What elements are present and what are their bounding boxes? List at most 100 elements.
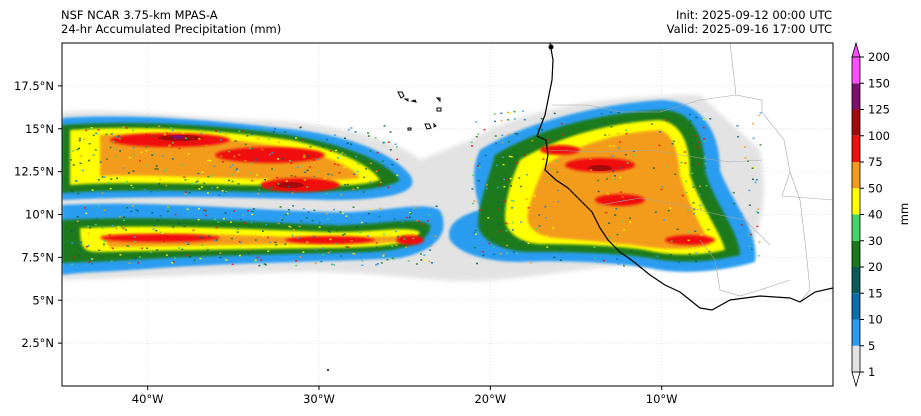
precip-cell (699, 207, 702, 210)
precip-cell (538, 225, 541, 227)
precip-cell (95, 132, 98, 135)
precip-cell (693, 208, 696, 210)
precip-cell (236, 168, 238, 170)
precip-cell (752, 122, 754, 125)
precip-cell (477, 180, 480, 182)
precip-cell (295, 264, 298, 267)
precip-cell (706, 206, 709, 209)
precip-cell (493, 253, 496, 256)
precip-cell (320, 223, 323, 226)
precip-cell (131, 129, 134, 132)
colorbar-segment (852, 135, 860, 162)
precip-cell (360, 221, 363, 224)
precip-cell (205, 144, 208, 147)
precip-cell (494, 135, 497, 137)
precip-cell (674, 173, 677, 176)
precip-cell (302, 251, 305, 253)
precip-cell (353, 253, 356, 255)
precip-cell (309, 146, 312, 148)
precip-cell (110, 246, 113, 249)
precip-cell (138, 160, 141, 162)
precip-cell (267, 138, 270, 140)
precip-cell (119, 150, 122, 152)
precip-cell (678, 261, 681, 264)
precip-cell (118, 215, 121, 218)
precip-cell (423, 259, 426, 261)
colorbar-tick-label: 50 (868, 181, 883, 195)
precip-cell (499, 252, 502, 255)
precip-cell (92, 154, 95, 156)
precip-cell (134, 257, 137, 259)
precip-cell (244, 222, 246, 224)
precip-cell (99, 161, 102, 163)
precip-cell (502, 163, 505, 166)
precip-cell (297, 237, 300, 239)
precip-cell (684, 162, 687, 164)
precip-cell (620, 166, 623, 169)
precip-cell (394, 143, 397, 145)
precip-cell (352, 188, 355, 191)
colorbar-tick-label: 15 (868, 286, 883, 300)
precip-cell (703, 140, 706, 143)
precip-cell (237, 170, 240, 173)
precip-cell (510, 156, 513, 158)
precip-cell (233, 210, 236, 212)
precip-cell (704, 167, 707, 169)
lon-tick-label: 10°W (646, 392, 678, 406)
precip-cell (471, 145, 473, 147)
precip-cell (89, 257, 92, 260)
precip-cell (167, 147, 170, 149)
precip-cell (691, 172, 694, 175)
precip-cell (146, 247, 149, 249)
precip-cell (396, 146, 398, 148)
precip-cell (557, 200, 560, 203)
lon-tick-label: 20°W (474, 392, 506, 406)
precip-cell (312, 176, 315, 178)
precip-cell (602, 259, 605, 262)
precip-cell (612, 170, 615, 172)
precip-cell (492, 246, 495, 248)
precip-cell (537, 128, 540, 130)
precip-cell (231, 180, 234, 183)
precip-cell (367, 132, 370, 134)
precip-cell (608, 237, 611, 239)
precip-cell (669, 254, 672, 256)
precip-cell (271, 151, 274, 154)
lat-tick-label: 5°N (32, 293, 54, 307)
precip-cell (505, 244, 508, 247)
precip-cell (76, 148, 79, 151)
precip-cell (375, 264, 378, 266)
precip-cell (376, 151, 379, 154)
precip-cell (597, 190, 600, 193)
precip-cell (416, 263, 418, 265)
precip-cell (337, 157, 339, 159)
precip-cell (126, 245, 129, 247)
precip-cell (753, 166, 756, 169)
model-name: NSF NCAR 3.75-km MPAS-A (61, 8, 218, 22)
precip-cell (356, 146, 359, 148)
precip-cell (176, 214, 178, 217)
precip-cell (759, 112, 762, 114)
precip-cell (529, 262, 532, 264)
precip-cell (341, 151, 344, 154)
precip-cell (207, 175, 210, 178)
precip-cell (656, 255, 659, 258)
precip-cell (560, 122, 563, 125)
precip-cell (252, 208, 255, 210)
precip-cell (70, 190, 73, 193)
precip-cell (408, 216, 411, 219)
precip-cell (512, 251, 515, 253)
precip-cell (77, 192, 80, 195)
precip-cell (102, 243, 105, 246)
precip-cell (239, 218, 242, 221)
precip-cell (343, 166, 346, 169)
precip-cell (302, 208, 305, 210)
precip-cell (654, 211, 657, 213)
precip-cell (122, 227, 125, 230)
precip-cell (150, 190, 153, 193)
precip-cell (137, 261, 140, 264)
precip-cell (398, 225, 401, 228)
colorbar-tick-label: 30 (868, 234, 883, 248)
precip-cell (303, 179, 306, 181)
